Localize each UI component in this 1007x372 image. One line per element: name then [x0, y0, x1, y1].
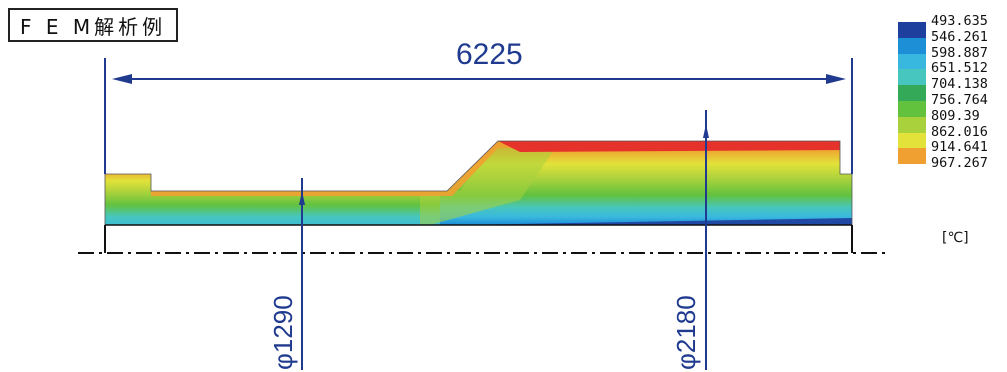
legend-row: 598.887 — [898, 44, 1003, 70]
legend-swatch — [898, 132, 926, 149]
temperature-contour — [105, 141, 852, 225]
legend-swatch — [898, 100, 926, 117]
legend-swatch — [898, 69, 926, 86]
contour-transition — [420, 141, 560, 225]
legend-row: 493.635 — [898, 13, 1003, 38]
dim-length-label: 6225 — [456, 38, 523, 71]
legend-row: 967.267 — [898, 155, 1003, 172]
legend-unit: [℃] — [942, 230, 969, 246]
legend-value: 809.39 — [931, 107, 980, 124]
legend-value: 546.261 — [931, 28, 988, 45]
legend-swatch — [898, 22, 926, 38]
legend-swatch — [898, 37, 926, 54]
legend-row: 862.016 — [898, 123, 1003, 149]
temperature-legend: 493.635 546.261 598.887 651.512 704.138 … — [898, 13, 1003, 172]
legend-row: 704.138 — [898, 76, 1003, 101]
legend-value: 651.512 — [931, 60, 988, 77]
legend-value: 704.138 — [931, 76, 988, 93]
contour-hot-band — [498, 141, 840, 152]
dim-arrow-right — [826, 74, 846, 84]
legend-swatch — [898, 53, 926, 70]
legend-row: 756.764 — [898, 91, 1003, 117]
diagram-title: F E M解析例 — [8, 8, 179, 42]
legend-swatch — [898, 148, 926, 165]
legend-value: 862.016 — [931, 123, 988, 140]
legend-row: 546.261 — [898, 28, 1003, 54]
legend-row: 914.641 — [898, 139, 1003, 165]
contour-left-section — [105, 170, 460, 225]
dim-diameter-small-label: φ1290 — [268, 295, 298, 370]
legend-value: 756.764 — [931, 91, 988, 108]
legend-value: 967.267 — [931, 155, 988, 172]
legend-swatch — [898, 85, 926, 101]
legend-value: 914.641 — [931, 139, 988, 156]
legend-value: 493.635 — [931, 13, 988, 29]
legend-value: 598.887 — [931, 44, 988, 61]
dim-diameter-large-label: φ2180 — [671, 295, 701, 370]
dim-arrow-diameter-large — [703, 124, 709, 138]
legend-row: 651.512 — [898, 60, 1003, 86]
dim-arrow-left — [112, 74, 132, 84]
legend-swatch — [898, 116, 926, 133]
contour-cold-band — [460, 218, 852, 225]
dim-arrow-diameter-small — [299, 191, 305, 205]
legend-row: 809.39 — [898, 107, 1003, 133]
